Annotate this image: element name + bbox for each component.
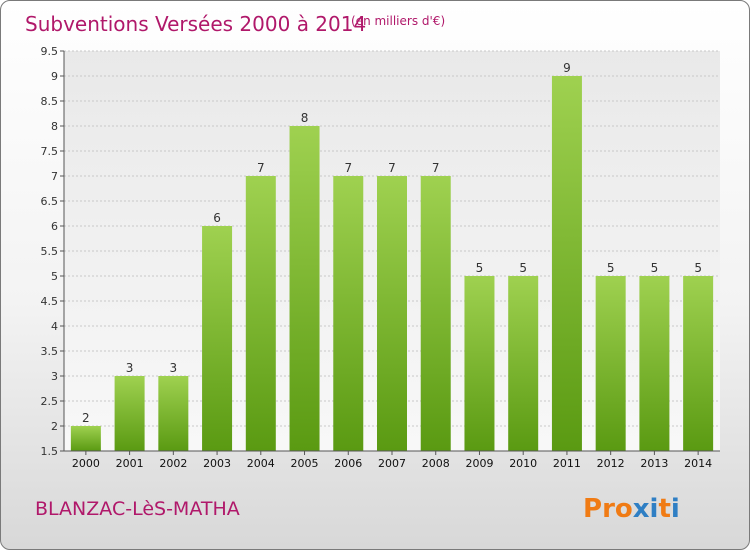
logo-letter: i: [650, 494, 659, 524]
bar-2014: [683, 276, 714, 451]
bar-value-label: 7: [388, 161, 396, 175]
bar-value-label: 5: [607, 261, 615, 275]
y-tick-label: 7.5: [41, 145, 59, 158]
y-tick-label: 4.5: [41, 295, 59, 308]
bar-value-label: 3: [126, 361, 134, 375]
bar-2009: [464, 276, 495, 451]
x-tick-label: 2010: [509, 457, 537, 470]
bar-2004: [245, 176, 276, 451]
x-tick-label: 2009: [465, 457, 493, 470]
bar-2002: [158, 376, 189, 451]
logo-letter: P: [583, 494, 602, 524]
logo-letter: r: [602, 494, 615, 524]
x-tick-label: 2014: [684, 457, 712, 470]
bar-value-label: 2: [82, 411, 90, 425]
bar-value-label: 9: [563, 61, 571, 75]
bar-2012: [595, 276, 626, 451]
x-tick-label: 2005: [291, 457, 319, 470]
logo-letter: t: [658, 494, 670, 524]
y-tick-label: 9.5: [41, 45, 59, 58]
y-tick-label: 9: [51, 70, 58, 83]
chart-title: Subventions Versées 2000 à 2014: [25, 12, 366, 36]
chart-subtitle: (en milliers d'€): [351, 14, 445, 28]
bar-2011: [551, 76, 582, 451]
x-tick-label: 2006: [334, 457, 362, 470]
y-tick-label: 7: [51, 170, 58, 183]
x-tick-label: 2000: [72, 457, 100, 470]
y-tick-label: 8: [51, 120, 58, 133]
bar-value-label: 5: [694, 261, 702, 275]
y-tick-label: 6: [51, 220, 58, 233]
bar-2010: [508, 276, 539, 451]
x-tick-label: 2004: [247, 457, 275, 470]
bar-2003: [202, 226, 233, 451]
x-tick-label: 2003: [203, 457, 231, 470]
bar-2005: [289, 126, 320, 451]
y-tick-label: 6.5: [41, 195, 59, 208]
bar-value-label: 7: [432, 161, 440, 175]
bar-2007: [377, 176, 407, 451]
y-tick-label: 4: [51, 320, 58, 333]
bar-2000: [70, 426, 101, 451]
logo-letter: i: [671, 494, 680, 524]
bar-2008: [420, 176, 451, 451]
logo-letter: x: [633, 494, 650, 524]
bar-value-label: 5: [476, 261, 484, 275]
bar-value-label: 5: [651, 261, 659, 275]
y-tick-label: 3.5: [41, 345, 59, 358]
y-tick-label: 5.5: [41, 245, 59, 258]
y-tick-label: 3: [51, 370, 58, 383]
x-tick-label: 2007: [378, 457, 406, 470]
bar-value-label: 6: [213, 211, 221, 225]
y-tick-label: 5: [51, 270, 58, 283]
x-tick-label: 2001: [116, 457, 144, 470]
bar-2013: [639, 276, 670, 451]
bar-2001: [114, 376, 145, 451]
bar-value-label: 7: [257, 161, 265, 175]
bar-value-label: 7: [344, 161, 352, 175]
logo-letter: o: [615, 494, 633, 524]
y-tick-label: 2.5: [41, 395, 59, 408]
x-tick-label: 2012: [597, 457, 625, 470]
commune-name: BLANZAC-LèS-MATHA: [35, 498, 240, 520]
x-tick-label: 2011: [553, 457, 581, 470]
proxiti-logo-text: Proxiti: [583, 494, 680, 524]
bars: 2 3 3 6 7 8 7 7 7 5 5 9 5 5 5: [70, 61, 714, 451]
bar-2006: [333, 176, 364, 451]
bar-value-label: 5: [519, 261, 527, 275]
x-tick-label: 2002: [159, 457, 187, 470]
y-tick-label: 2: [51, 420, 58, 433]
proxiti-logo: Proxiti: [583, 494, 680, 524]
x-tick-label: 2013: [640, 457, 668, 470]
y-tick-label: 1.5: [41, 445, 59, 458]
y-tick-label: 8.5: [41, 95, 59, 108]
x-axis-ticks: 2000 2001 2002 2003 2004 2005 2006 2007 2008 2009…: [72, 451, 712, 470]
bar-value-label: 8: [301, 111, 309, 125]
bar-value-label: 3: [170, 361, 178, 375]
y-axis-ticks: 1.5 2 2.5 3 3.5 4 4.5 5 5.5 6 6.5 7 7.5 8 8.5 9 9.5: [41, 45, 64, 458]
x-tick-label: 2008: [422, 457, 450, 470]
